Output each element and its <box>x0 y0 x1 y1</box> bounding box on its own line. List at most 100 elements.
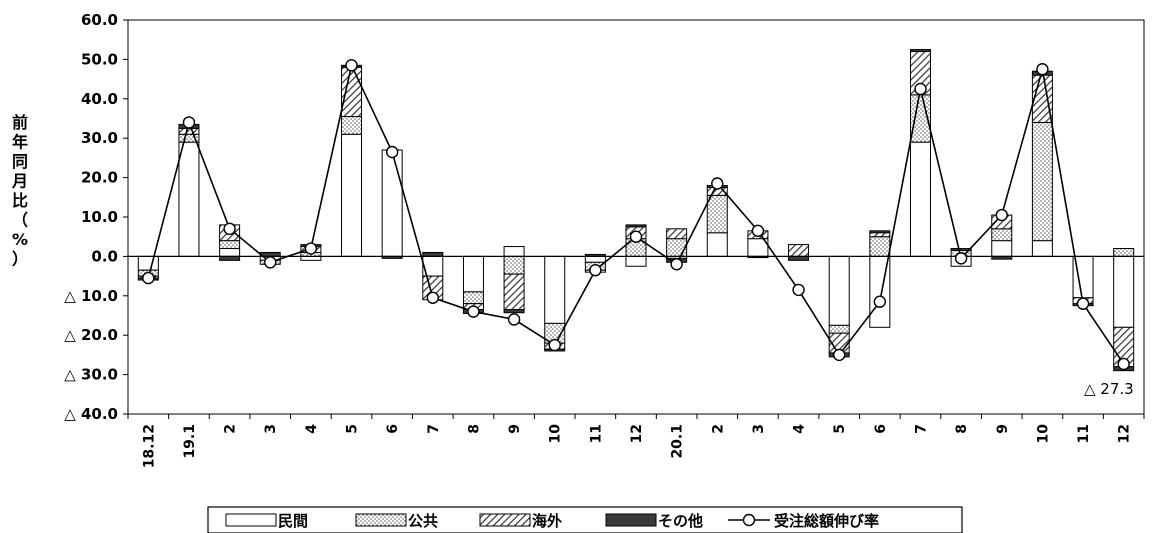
bar-segment-dots <box>462 291 484 305</box>
y-tick-label: △ 40.0 <box>64 405 118 423</box>
y-tick-label: 10.0 <box>81 208 118 226</box>
line-point <box>142 271 155 285</box>
x-tick-label: 3 <box>751 424 767 434</box>
x-tick-label: 4 <box>792 424 808 434</box>
y-axis-title-text: 前年同月比（%） <box>11 113 28 269</box>
line-series <box>147 62 1125 365</box>
bar-segment-solid <box>869 230 891 234</box>
line-point <box>995 208 1008 222</box>
y-tick-label: 50.0 <box>81 50 118 68</box>
line-point <box>1036 63 1049 76</box>
x-tick-label: 11 <box>588 424 604 443</box>
y-axis-title: 前年同月比（%） <box>11 113 28 269</box>
x-tick-label: 4 <box>304 424 320 434</box>
y-tick-label: 20.0 <box>81 169 118 187</box>
y-tick-label: △ 30.0 <box>64 366 118 384</box>
y-tick-label: 40.0 <box>81 90 118 108</box>
bar-segment-dots <box>666 238 688 257</box>
line-point <box>711 177 724 190</box>
x-tick-label: 20.1 <box>670 424 686 459</box>
x-tick-label: 6 <box>873 424 889 434</box>
x-tick-label: 5 <box>345 424 361 434</box>
bar-segment-white <box>991 240 1013 257</box>
legend-label: 受注総額伸び率 <box>774 512 879 530</box>
bar-segment-white <box>1113 255 1135 328</box>
bar-segment-solid <box>625 224 647 228</box>
x-tick-label: 11 <box>1076 424 1092 443</box>
bar-segment-dots <box>828 324 850 334</box>
bar-segment-white <box>625 255 647 267</box>
legend-label: 民間 <box>278 512 308 530</box>
bar-segment-hatch <box>503 273 525 311</box>
bar-segment-white <box>1031 240 1053 257</box>
x-tick-label: 10 <box>548 424 564 444</box>
bar-segment-dots <box>503 255 525 275</box>
legend-label: 公共 <box>408 512 438 530</box>
line-point <box>385 145 399 159</box>
bar-segment-white <box>178 141 200 257</box>
bar-segment-white <box>503 246 525 257</box>
bar-segment-white <box>381 149 403 257</box>
legend-frame <box>207 506 963 533</box>
x-tick-label: 2 <box>710 424 726 434</box>
bar-segment-solid <box>503 309 525 314</box>
bar-segment-hatch <box>178 127 200 135</box>
x-tick-label: 3 <box>263 424 279 434</box>
x-tick-label: 8 <box>466 424 482 434</box>
x-tick-label: 7 <box>913 424 929 434</box>
bar-segment-white <box>544 255 566 324</box>
bar-segment-dots <box>869 236 891 257</box>
line-point <box>751 224 765 237</box>
bar-segment-white <box>584 255 606 263</box>
line-point <box>954 252 968 265</box>
line-point <box>792 283 805 297</box>
line-point <box>629 230 643 243</box>
line-point <box>914 82 927 96</box>
bar-segment-dots <box>706 194 728 234</box>
x-tick-label: 18.12 <box>141 424 157 468</box>
line-point <box>833 348 846 362</box>
legend-swatch <box>605 513 657 527</box>
bar-segment-white <box>137 255 159 271</box>
x-tick-label: 8 <box>954 424 970 434</box>
line-point <box>467 305 480 318</box>
x-tick-label: 6 <box>385 424 401 434</box>
line-point <box>426 291 439 304</box>
plot-area <box>127 19 1145 415</box>
bar-segment-hatch <box>666 228 688 240</box>
annotation-last-value: △ 27.3 <box>1084 380 1134 398</box>
y-axis-ticks: 60.0 50.0 40.0 30.0 20.0 10.0 0.0 △ 10.0 △ 20.0 △… <box>64 11 128 423</box>
bar-segment-solid <box>950 248 972 251</box>
y-tick-label: 60.0 <box>81 11 118 29</box>
x-tick-label: 12 <box>629 424 645 443</box>
line-point <box>548 338 561 352</box>
bar-segment-white <box>706 232 728 257</box>
legend: 民間 公共 海外 その他 受注総額伸び率 <box>207 506 963 533</box>
line-point <box>223 222 236 236</box>
bar-segment-hatch <box>788 244 810 257</box>
line-point <box>1117 357 1130 371</box>
bar-segment-dots <box>991 228 1013 242</box>
bar-segment-hatch <box>1031 74 1053 123</box>
bar-segment-white <box>909 141 931 257</box>
legend-swatch <box>479 513 531 527</box>
line-point <box>182 116 196 129</box>
bar-segment-dots <box>219 240 241 250</box>
bar-segment-hatch <box>341 66 363 118</box>
line-point <box>507 313 521 326</box>
bar-segment-white <box>219 248 241 257</box>
line-point <box>264 256 277 269</box>
bar-segment-dots <box>341 116 363 135</box>
y-tick-label: △ 20.0 <box>64 326 118 344</box>
bar-segment-solid <box>909 49 931 53</box>
bar-segment-dots <box>1031 121 1053 242</box>
legend-line-marker <box>742 513 756 527</box>
bar-segment-white <box>341 133 363 257</box>
bar-segment-dots <box>1113 248 1135 257</box>
line-point <box>345 59 358 72</box>
legend-swatch <box>225 513 277 527</box>
line-point <box>589 263 602 277</box>
x-axis-ticks: 18.12 19.1 2 3 4 5 6 7 8 9 10 11 12 20.1 2 3 4 5 6 7 8 9 10 11 1… <box>127 414 1145 468</box>
bar-segment-white <box>828 255 850 326</box>
